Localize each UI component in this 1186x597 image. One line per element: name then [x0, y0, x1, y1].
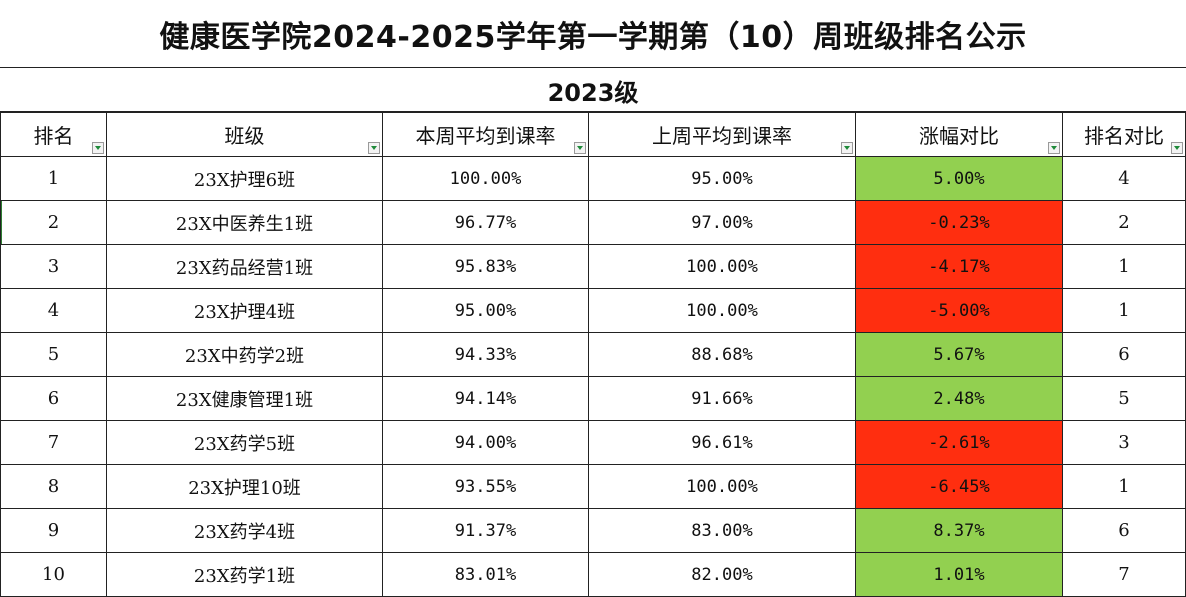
cell-this-week-rate[interactable]: 100.00% [382, 156, 589, 201]
cell-last-week-rate[interactable]: 91.66% [588, 376, 856, 421]
cell-change[interactable]: 1.01% [855, 552, 1063, 597]
cell-this-week-rate[interactable]: 96.77% [382, 200, 589, 245]
cell-change[interactable]: 2.48% [855, 376, 1063, 421]
cell-change[interactable]: 8.37% [855, 508, 1063, 553]
cell-this-week-rate[interactable]: 94.33% [382, 332, 589, 377]
cell-last-week-rate[interactable]: 96.61% [588, 420, 856, 465]
cell-rank[interactable]: 2 [0, 200, 107, 245]
cell-change[interactable]: -4.17% [855, 244, 1063, 289]
header-rank: 排名 [0, 112, 107, 157]
cell-rank[interactable]: 10 [0, 552, 107, 597]
table-row: 5 23X中药学2班 94.33% 88.68% 5.67% 6 [0, 332, 1186, 377]
cell-rank-compare[interactable]: 7 [1062, 552, 1186, 597]
grade-divider [0, 111, 1186, 112]
cell-change[interactable]: -2.61% [855, 420, 1063, 465]
header-label: 班级 [224, 124, 265, 148]
cell-rank[interactable]: 4 [0, 288, 107, 333]
cell-last-week-rate[interactable]: 100.00% [588, 288, 856, 333]
page-title: 健康医学院2024-2025学年第一学期第（10）周班级排名公示 [159, 20, 1027, 55]
cell-this-week-rate[interactable]: 91.37% [382, 508, 589, 553]
cell-rank-compare[interactable]: 6 [1062, 332, 1186, 377]
cell-last-week-rate[interactable]: 97.00% [588, 200, 856, 245]
header-row: 排名 班级 本周平均到课率 上周平均到课率 涨幅对比 排名对比 [0, 112, 1186, 157]
header-label: 涨幅对比 [919, 124, 999, 148]
cell-rank-compare[interactable]: 3 [1062, 420, 1186, 465]
cell-change[interactable]: -5.00% [855, 288, 1063, 333]
cell-rank-compare[interactable]: 1 [1062, 464, 1186, 509]
cell-class[interactable]: 23X护理4班 [106, 288, 383, 333]
cell-this-week-rate[interactable]: 94.14% [382, 376, 589, 421]
cell-class[interactable]: 23X中药学2班 [106, 332, 383, 377]
cell-change[interactable]: -6.45% [855, 464, 1063, 509]
header-class: 班级 [106, 112, 383, 157]
header-label: 本周平均到课率 [415, 124, 556, 148]
cell-last-week-rate[interactable]: 83.00% [588, 508, 856, 553]
table-row: 10 23X药学1班 83.01% 82.00% 1.01% 7 [0, 552, 1186, 597]
cell-rank[interactable]: 3 [0, 244, 107, 289]
grade-heading: 2023级 [547, 78, 639, 107]
table-row: 8 23X护理10班 93.55% 100.00% -6.45% 1 [0, 464, 1186, 509]
header-change: 涨幅对比 [855, 112, 1063, 157]
cell-class[interactable]: 23X护理6班 [106, 156, 383, 201]
table-row: 1 23X护理6班 100.00% 95.00% 5.00% 4 [0, 156, 1186, 201]
filter-dropdown-icon[interactable] [841, 142, 853, 154]
cell-change[interactable]: 5.67% [855, 332, 1063, 377]
ranking-table: 排名 班级 本周平均到课率 上周平均到课率 涨幅对比 排名对比 1 23X护理6班… [0, 112, 1186, 597]
cell-this-week-rate[interactable]: 95.83% [382, 244, 589, 289]
cell-this-week-rate[interactable]: 83.01% [382, 552, 589, 597]
cell-class[interactable]: 23X健康管理1班 [106, 376, 383, 421]
cell-rank-compare[interactable]: 4 [1062, 156, 1186, 201]
cell-last-week-rate[interactable]: 100.00% [588, 244, 856, 289]
cell-rank-compare[interactable]: 2 [1062, 200, 1186, 245]
header-label: 上周平均到课率 [652, 124, 792, 148]
cell-class[interactable]: 23X药学5班 [106, 420, 383, 465]
table-row: 2 23X中医养生1班 96.77% 97.00% -0.23% 2 [0, 200, 1186, 245]
table-row: 7 23X药学5班 94.00% 96.61% -2.61% 3 [0, 420, 1186, 465]
header-label: 排名对比 [1084, 124, 1164, 148]
header-this-week: 本周平均到课率 [382, 112, 589, 157]
header-last-week: 上周平均到课率 [588, 112, 856, 157]
cell-rank-compare[interactable]: 6 [1062, 508, 1186, 553]
cell-rank-compare[interactable]: 1 [1062, 244, 1186, 289]
header-label: 排名 [33, 124, 74, 148]
filter-dropdown-icon[interactable] [1048, 142, 1060, 154]
cell-class[interactable]: 23X护理10班 [106, 464, 383, 509]
header-rank-compare: 排名对比 [1062, 112, 1186, 157]
cell-rank[interactable]: 1 [0, 156, 107, 201]
cell-last-week-rate[interactable]: 88.68% [588, 332, 856, 377]
cell-rank[interactable]: 9 [0, 508, 107, 553]
cell-last-week-rate[interactable]: 95.00% [588, 156, 856, 201]
cell-rank-compare[interactable]: 5 [1062, 376, 1186, 421]
filter-dropdown-icon[interactable] [368, 142, 380, 154]
table-row: 3 23X药品经营1班 95.83% 100.00% -4.17% 1 [0, 244, 1186, 289]
cell-class[interactable]: 23X中医养生1班 [106, 200, 383, 245]
cell-this-week-rate[interactable]: 93.55% [382, 464, 589, 509]
cell-this-week-rate[interactable]: 94.00% [382, 420, 589, 465]
cell-rank[interactable]: 6 [0, 376, 107, 421]
cell-this-week-rate[interactable]: 95.00% [382, 288, 589, 333]
filter-dropdown-icon[interactable] [574, 142, 586, 154]
table-row: 6 23X健康管理1班 94.14% 91.66% 2.48% 5 [0, 376, 1186, 421]
table-row: 4 23X护理4班 95.00% 100.00% -5.00% 1 [0, 288, 1186, 333]
cell-change[interactable]: -0.23% [855, 200, 1063, 245]
cell-rank[interactable]: 5 [0, 332, 107, 377]
cell-last-week-rate[interactable]: 82.00% [588, 552, 856, 597]
cell-last-week-rate[interactable]: 100.00% [588, 464, 856, 509]
cell-class[interactable]: 23X药学1班 [106, 552, 383, 597]
cell-rank[interactable]: 8 [0, 464, 107, 509]
cell-rank-compare[interactable]: 1 [1062, 288, 1186, 333]
cell-class[interactable]: 23X药学4班 [106, 508, 383, 553]
cell-change[interactable]: 5.00% [855, 156, 1063, 201]
filter-dropdown-icon[interactable] [1171, 142, 1183, 154]
title-divider [0, 67, 1186, 68]
table-row: 9 23X药学4班 91.37% 83.00% 8.37% 6 [0, 508, 1186, 553]
cell-rank[interactable]: 7 [0, 420, 107, 465]
cell-class[interactable]: 23X药品经营1班 [106, 244, 383, 289]
filter-dropdown-icon[interactable] [92, 142, 104, 154]
